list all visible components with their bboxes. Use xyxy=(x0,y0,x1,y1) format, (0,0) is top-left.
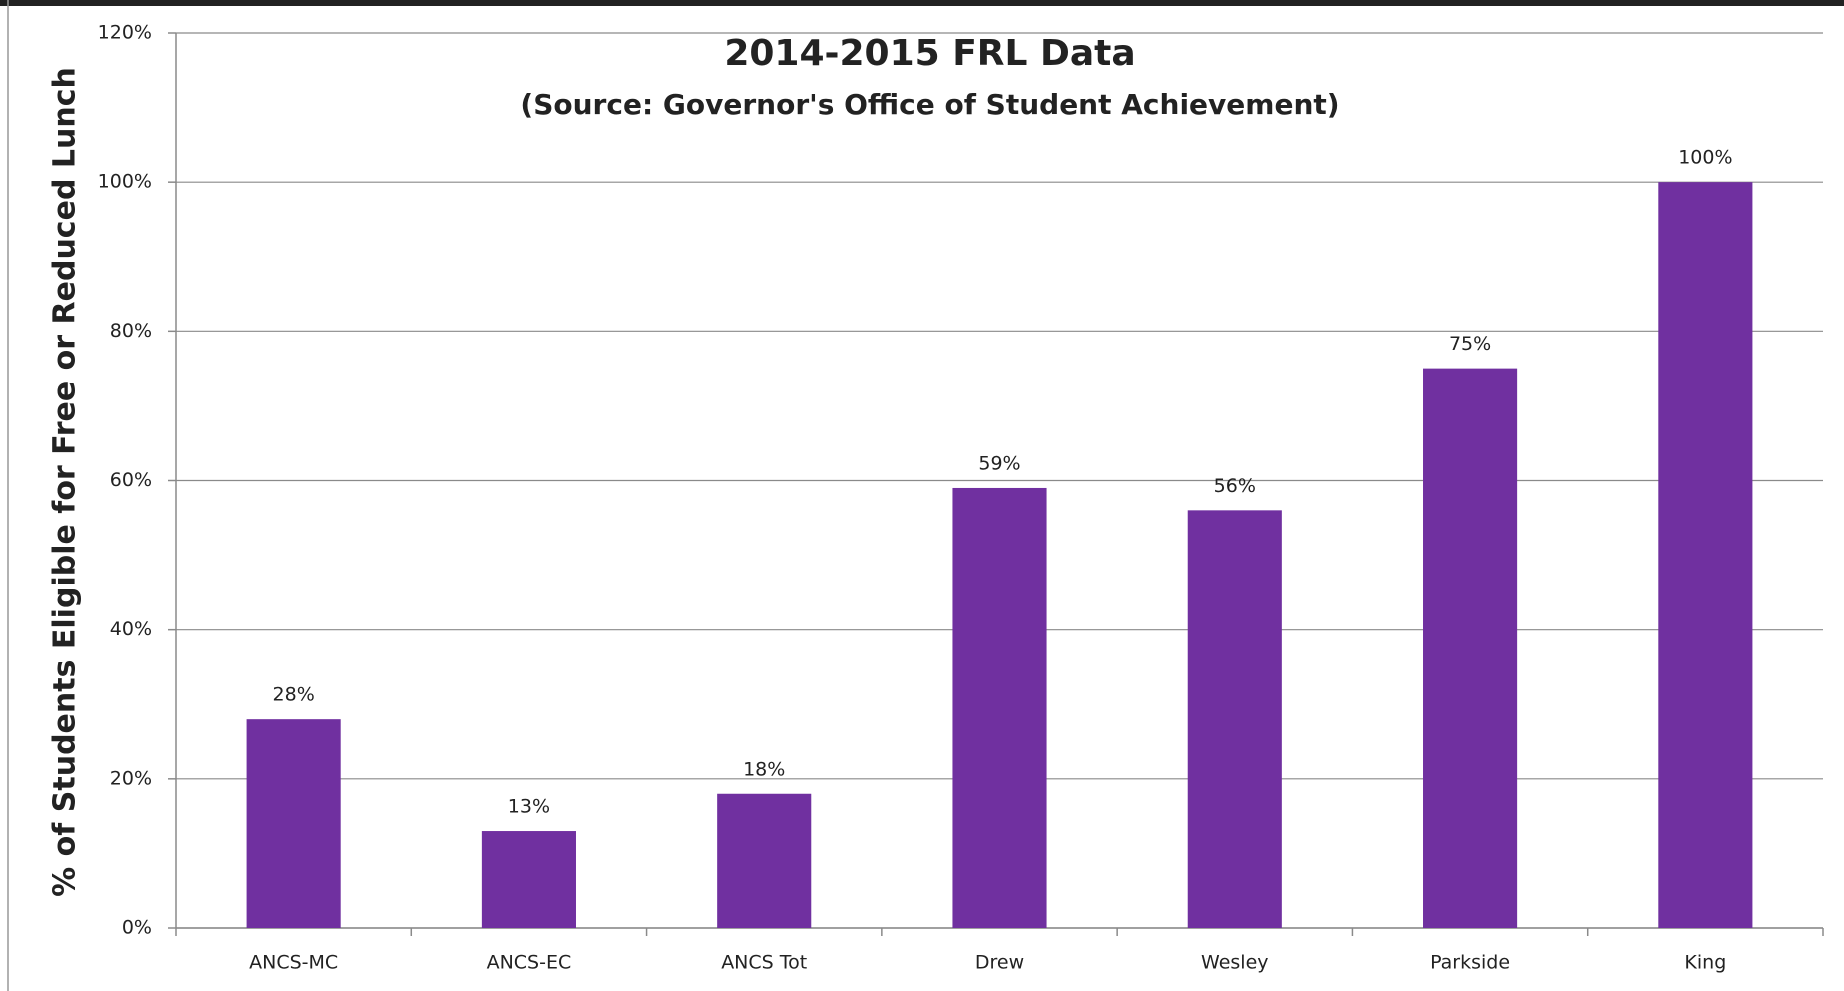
chart-subtitle: (Source: Governor's Office of Student Ac… xyxy=(520,88,1339,121)
y-tick-label: 20% xyxy=(110,767,152,789)
data-label: 56% xyxy=(1214,475,1256,497)
chart-title: 2014-2015 FRL Data xyxy=(724,33,1135,74)
y-tick-label: 0% xyxy=(122,917,152,939)
data-label: 18% xyxy=(743,758,785,780)
top-band xyxy=(0,0,1844,6)
y-tick-label: 60% xyxy=(110,469,152,491)
bar xyxy=(481,831,576,928)
bar xyxy=(717,793,812,928)
y-tick-label: 100% xyxy=(98,171,152,193)
bar xyxy=(1658,182,1753,928)
x-tick-label: King xyxy=(1684,952,1726,974)
bar xyxy=(952,487,1047,928)
data-label: 59% xyxy=(978,452,1020,474)
y-axis-label: % of Students Eligible for Free or Reduc… xyxy=(48,67,83,897)
y-tick-label: 40% xyxy=(110,618,152,640)
data-label: 100% xyxy=(1678,147,1732,169)
bar xyxy=(246,719,341,928)
x-tick-label: Wesley xyxy=(1201,952,1268,974)
y-tick-label: 120% xyxy=(98,22,152,44)
x-tick-label: Parkside xyxy=(1430,952,1510,974)
bar xyxy=(1423,368,1518,928)
x-tick-label: Drew xyxy=(975,952,1024,974)
x-tick-label: ANCS-MC xyxy=(249,952,338,974)
y-tick-label: 80% xyxy=(110,320,152,342)
data-label: 75% xyxy=(1449,333,1491,355)
data-label: 28% xyxy=(273,684,315,706)
x-tick-label: ANCS Tot xyxy=(721,952,807,974)
x-tick-label: ANCS-EC xyxy=(487,952,572,974)
bar xyxy=(1187,510,1282,928)
data-label: 13% xyxy=(508,796,550,818)
